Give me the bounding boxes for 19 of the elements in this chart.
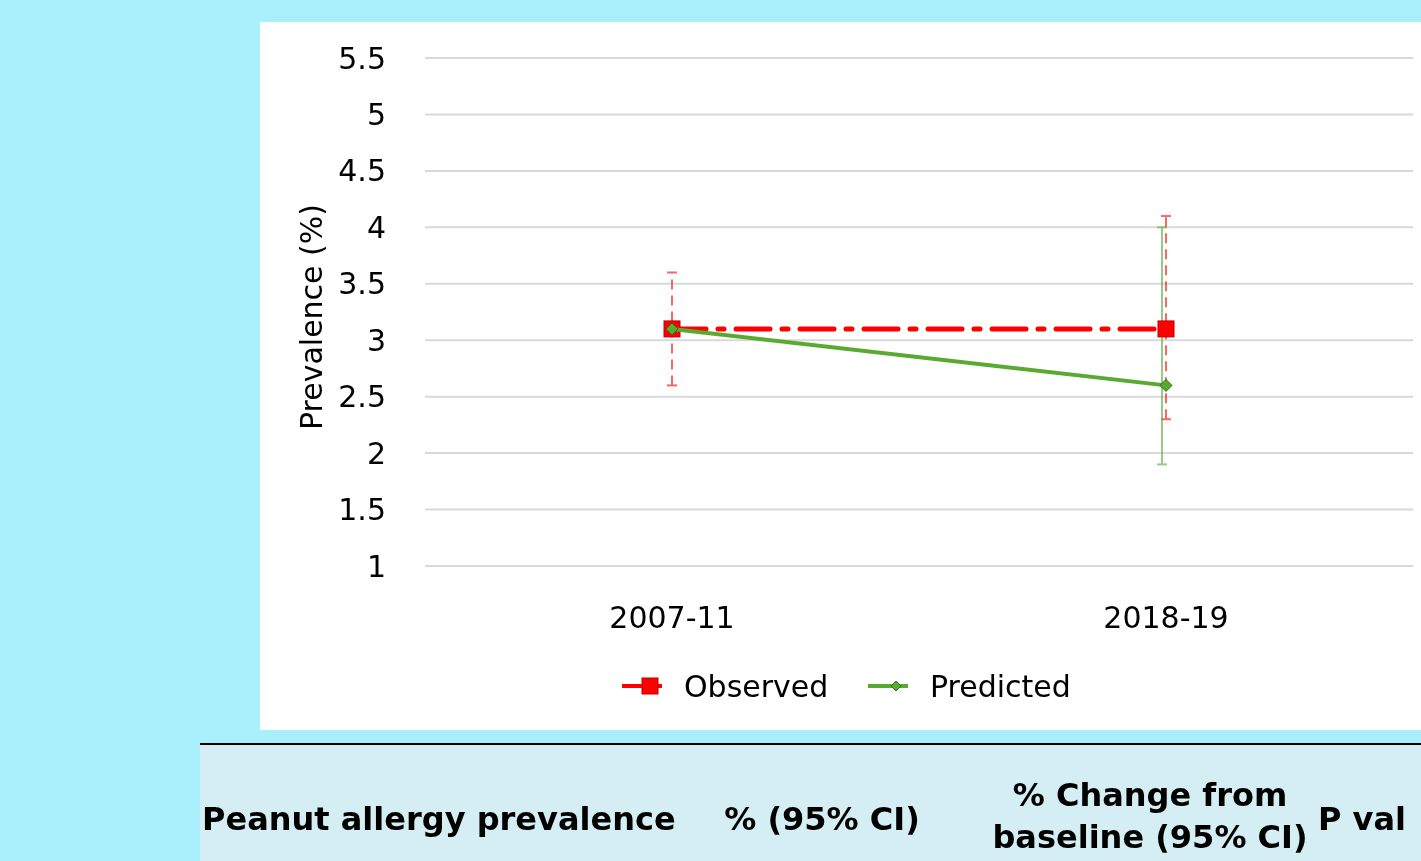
y-tick-label: 3.5 [338, 266, 386, 302]
x-tick-label: 2018-19 [1103, 600, 1229, 635]
y-tick-label: 4.5 [338, 153, 386, 189]
text: % Change from baseline (95% CI) [992, 776, 1308, 856]
y-tick-label: 1 [366, 548, 386, 584]
text: Peanut allergy prevalence [202, 800, 676, 838]
y-tick-label: 1.5 [338, 492, 386, 528]
legend-label: Observed [684, 668, 829, 704]
text: % (95% CI) [724, 800, 920, 838]
y-tick-label: 4 [366, 209, 386, 245]
x-tick-label: 2007-11 [609, 600, 735, 635]
y-tick-label: 5 [366, 96, 386, 132]
y-tick-label: 2 [366, 435, 386, 471]
y-axis-title: Prevalence (%) [294, 203, 329, 431]
text: P val [1318, 800, 1407, 838]
y-tick-label: 2.5 [338, 379, 386, 415]
legend-label: Predicted [930, 668, 1071, 704]
y-tick-label: 5.5 [338, 40, 386, 76]
y-tick-label: 3 [366, 322, 386, 358]
